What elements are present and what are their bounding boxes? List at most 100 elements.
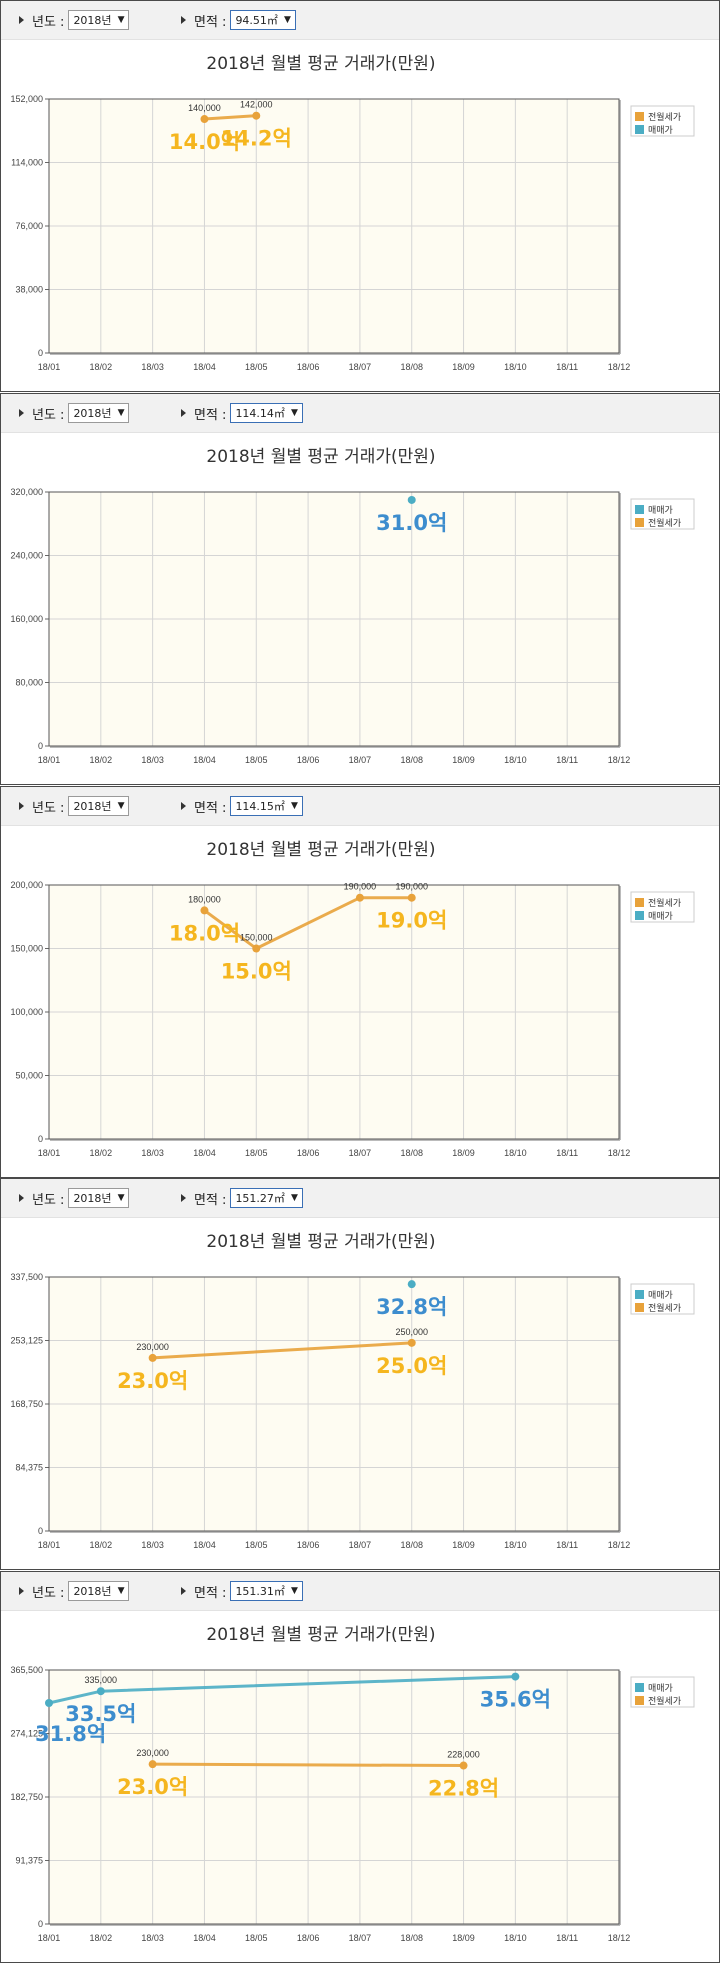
y-tick-label: 160,000 <box>10 614 43 624</box>
x-tick-label: 18/10 <box>504 1148 527 1158</box>
y-tick-label: 200,000 <box>10 880 43 890</box>
area-select[interactable]: 114.15㎡ ▼ <box>230 796 303 816</box>
caret-right-icon <box>19 1587 24 1595</box>
data-point[interactable] <box>355 893 364 902</box>
x-tick-label: 18/06 <box>297 1540 320 1550</box>
price-eok-label: 14.0억 <box>169 130 240 154</box>
price-chart-panel: 년도 : 2018년 ▼ 면적 : 114.15㎡ ▼ 2018년 월별 평균 거래… <box>0 786 720 1178</box>
price-eok-label: 31.0억 <box>376 511 447 535</box>
data-point[interactable] <box>200 115 209 124</box>
data-point[interactable] <box>96 1687 105 1696</box>
year-filter: 년도 : 2018년 ▼ <box>19 1581 130 1601</box>
data-point[interactable] <box>407 893 416 902</box>
legend-label: 매매가 <box>648 1290 673 1301</box>
area-filter: 면적 : 94.51㎡ ▼ <box>181 10 296 30</box>
year-select[interactable]: 2018년 ▼ <box>68 796 130 816</box>
x-tick-label: 18/05 <box>245 1933 268 1943</box>
x-tick-label: 18/08 <box>400 1933 423 1943</box>
data-label: 230,000 <box>136 1748 169 1758</box>
series-line <box>152 1341 412 1360</box>
x-tick-label: 18/02 <box>90 362 113 372</box>
series-line <box>203 896 412 951</box>
data-point[interactable] <box>407 1280 416 1289</box>
data-point[interactable] <box>252 111 261 120</box>
area-label: 면적 : <box>194 1192 227 1208</box>
year-select[interactable]: 2018년 ▼ <box>68 10 130 30</box>
data-point[interactable] <box>407 1338 416 1347</box>
year-select[interactable]: 2018년 ▼ <box>68 1188 130 1208</box>
x-tick-label: 18/03 <box>141 362 164 372</box>
data-label: 335,000 <box>85 1675 118 1685</box>
chart-title: 2018년 월별 평균 거래가(만원) <box>206 1625 435 1645</box>
x-tick-label: 18/11 <box>556 755 578 765</box>
data-point[interactable] <box>148 1353 157 1362</box>
price-eok-label: 23.0억 <box>117 1775 188 1799</box>
x-tick-label: 18/11 <box>556 1540 578 1550</box>
data-label: 180,000 <box>188 894 221 904</box>
dropdown-arrow-icon: ▼ <box>290 1586 298 1596</box>
chart-title: 2018년 월별 평균 거래가(만원) <box>206 1232 435 1252</box>
y-tick-label: 365,500 <box>10 1665 43 1675</box>
area-label: 면적 : <box>194 1585 227 1601</box>
area-select[interactable]: 94.51㎡ ▼ <box>230 10 296 30</box>
x-tick-label: 18/09 <box>452 1148 475 1158</box>
legend-swatch <box>635 1683 644 1692</box>
caret-right-icon <box>181 1587 186 1595</box>
x-tick-label: 18/01 <box>38 1540 61 1550</box>
data-point[interactable] <box>459 1761 468 1770</box>
year-select-value: 2018년 <box>73 800 112 813</box>
legend-swatch <box>635 898 644 907</box>
data-point[interactable] <box>148 1760 157 1769</box>
series-line <box>152 1762 464 1768</box>
year-select-value: 2018년 <box>73 1585 112 1598</box>
legend-swatch <box>635 125 644 134</box>
x-tick-label: 18/09 <box>452 1540 475 1550</box>
data-point[interactable] <box>407 495 416 504</box>
year-filter: 년도 : 2018년 ▼ <box>19 10 130 30</box>
x-tick-label: 18/05 <box>245 362 268 372</box>
legend-swatch <box>635 1290 644 1299</box>
data-point[interactable] <box>45 1699 53 1708</box>
x-tick-label: 18/07 <box>349 362 372 372</box>
caret-right-icon <box>19 16 24 24</box>
caret-right-icon <box>19 1194 24 1202</box>
x-tick-label: 18/10 <box>504 1933 527 1943</box>
area-select[interactable]: 114.14㎡ ▼ <box>230 403 303 423</box>
area-select[interactable]: 151.27㎡ ▼ <box>230 1188 303 1208</box>
y-tick-label: 320,000 <box>10 487 43 497</box>
plot-border <box>48 491 620 747</box>
data-point[interactable] <box>200 906 209 915</box>
legend-label: 매매가 <box>648 505 673 516</box>
x-tick-label: 18/04 <box>193 1933 216 1943</box>
dropdown-arrow-icon: ▼ <box>117 1586 125 1596</box>
year-select[interactable]: 2018년 ▼ <box>68 1581 130 1601</box>
price-chart-panel: 년도 : 2018년 ▼ 면적 : 151.27㎡ ▼ 2018년 월별 평균 거래… <box>0 1178 720 1570</box>
data-point[interactable] <box>252 944 261 953</box>
y-tick-label: 274,125 <box>10 1729 43 1739</box>
price-eok-label: 32.8억 <box>376 1295 447 1319</box>
year-select[interactable]: 2018년 ▼ <box>68 403 130 423</box>
x-tick-label: 18/09 <box>452 1933 475 1943</box>
line-chart: 2018년 월별 평균 거래가(만원) 18/01 18/02 18/03 18/04 1… <box>10 1625 695 1943</box>
x-tick-label: 18/05 <box>245 1148 268 1158</box>
data-point[interactable] <box>511 1672 520 1681</box>
area-select[interactable]: 151.31㎡ ▼ <box>230 1581 303 1601</box>
x-tick-label: 18/05 <box>245 755 268 765</box>
caret-right-icon <box>181 802 186 810</box>
year-select-value: 2018년 <box>73 14 112 27</box>
caret-right-icon <box>19 409 24 417</box>
x-tick-label: 18/12 <box>608 362 631 372</box>
year-filter: 년도 : 2018년 ▼ <box>19 403 130 423</box>
legend-swatch <box>635 505 644 514</box>
plot-border <box>48 98 620 354</box>
x-tick-label: 18/08 <box>400 1540 423 1550</box>
price-eok-label: 22.8억 <box>428 1777 499 1801</box>
data-label: 228,000 <box>447 1750 480 1760</box>
x-tick-label: 18/06 <box>297 1148 320 1158</box>
area-select-value: 151.27㎡ <box>235 1192 285 1205</box>
data-label: 250,000 <box>395 1327 428 1337</box>
y-tick-label: 253,125 <box>10 1336 43 1346</box>
y-tick-label: 152,000 <box>10 94 43 104</box>
